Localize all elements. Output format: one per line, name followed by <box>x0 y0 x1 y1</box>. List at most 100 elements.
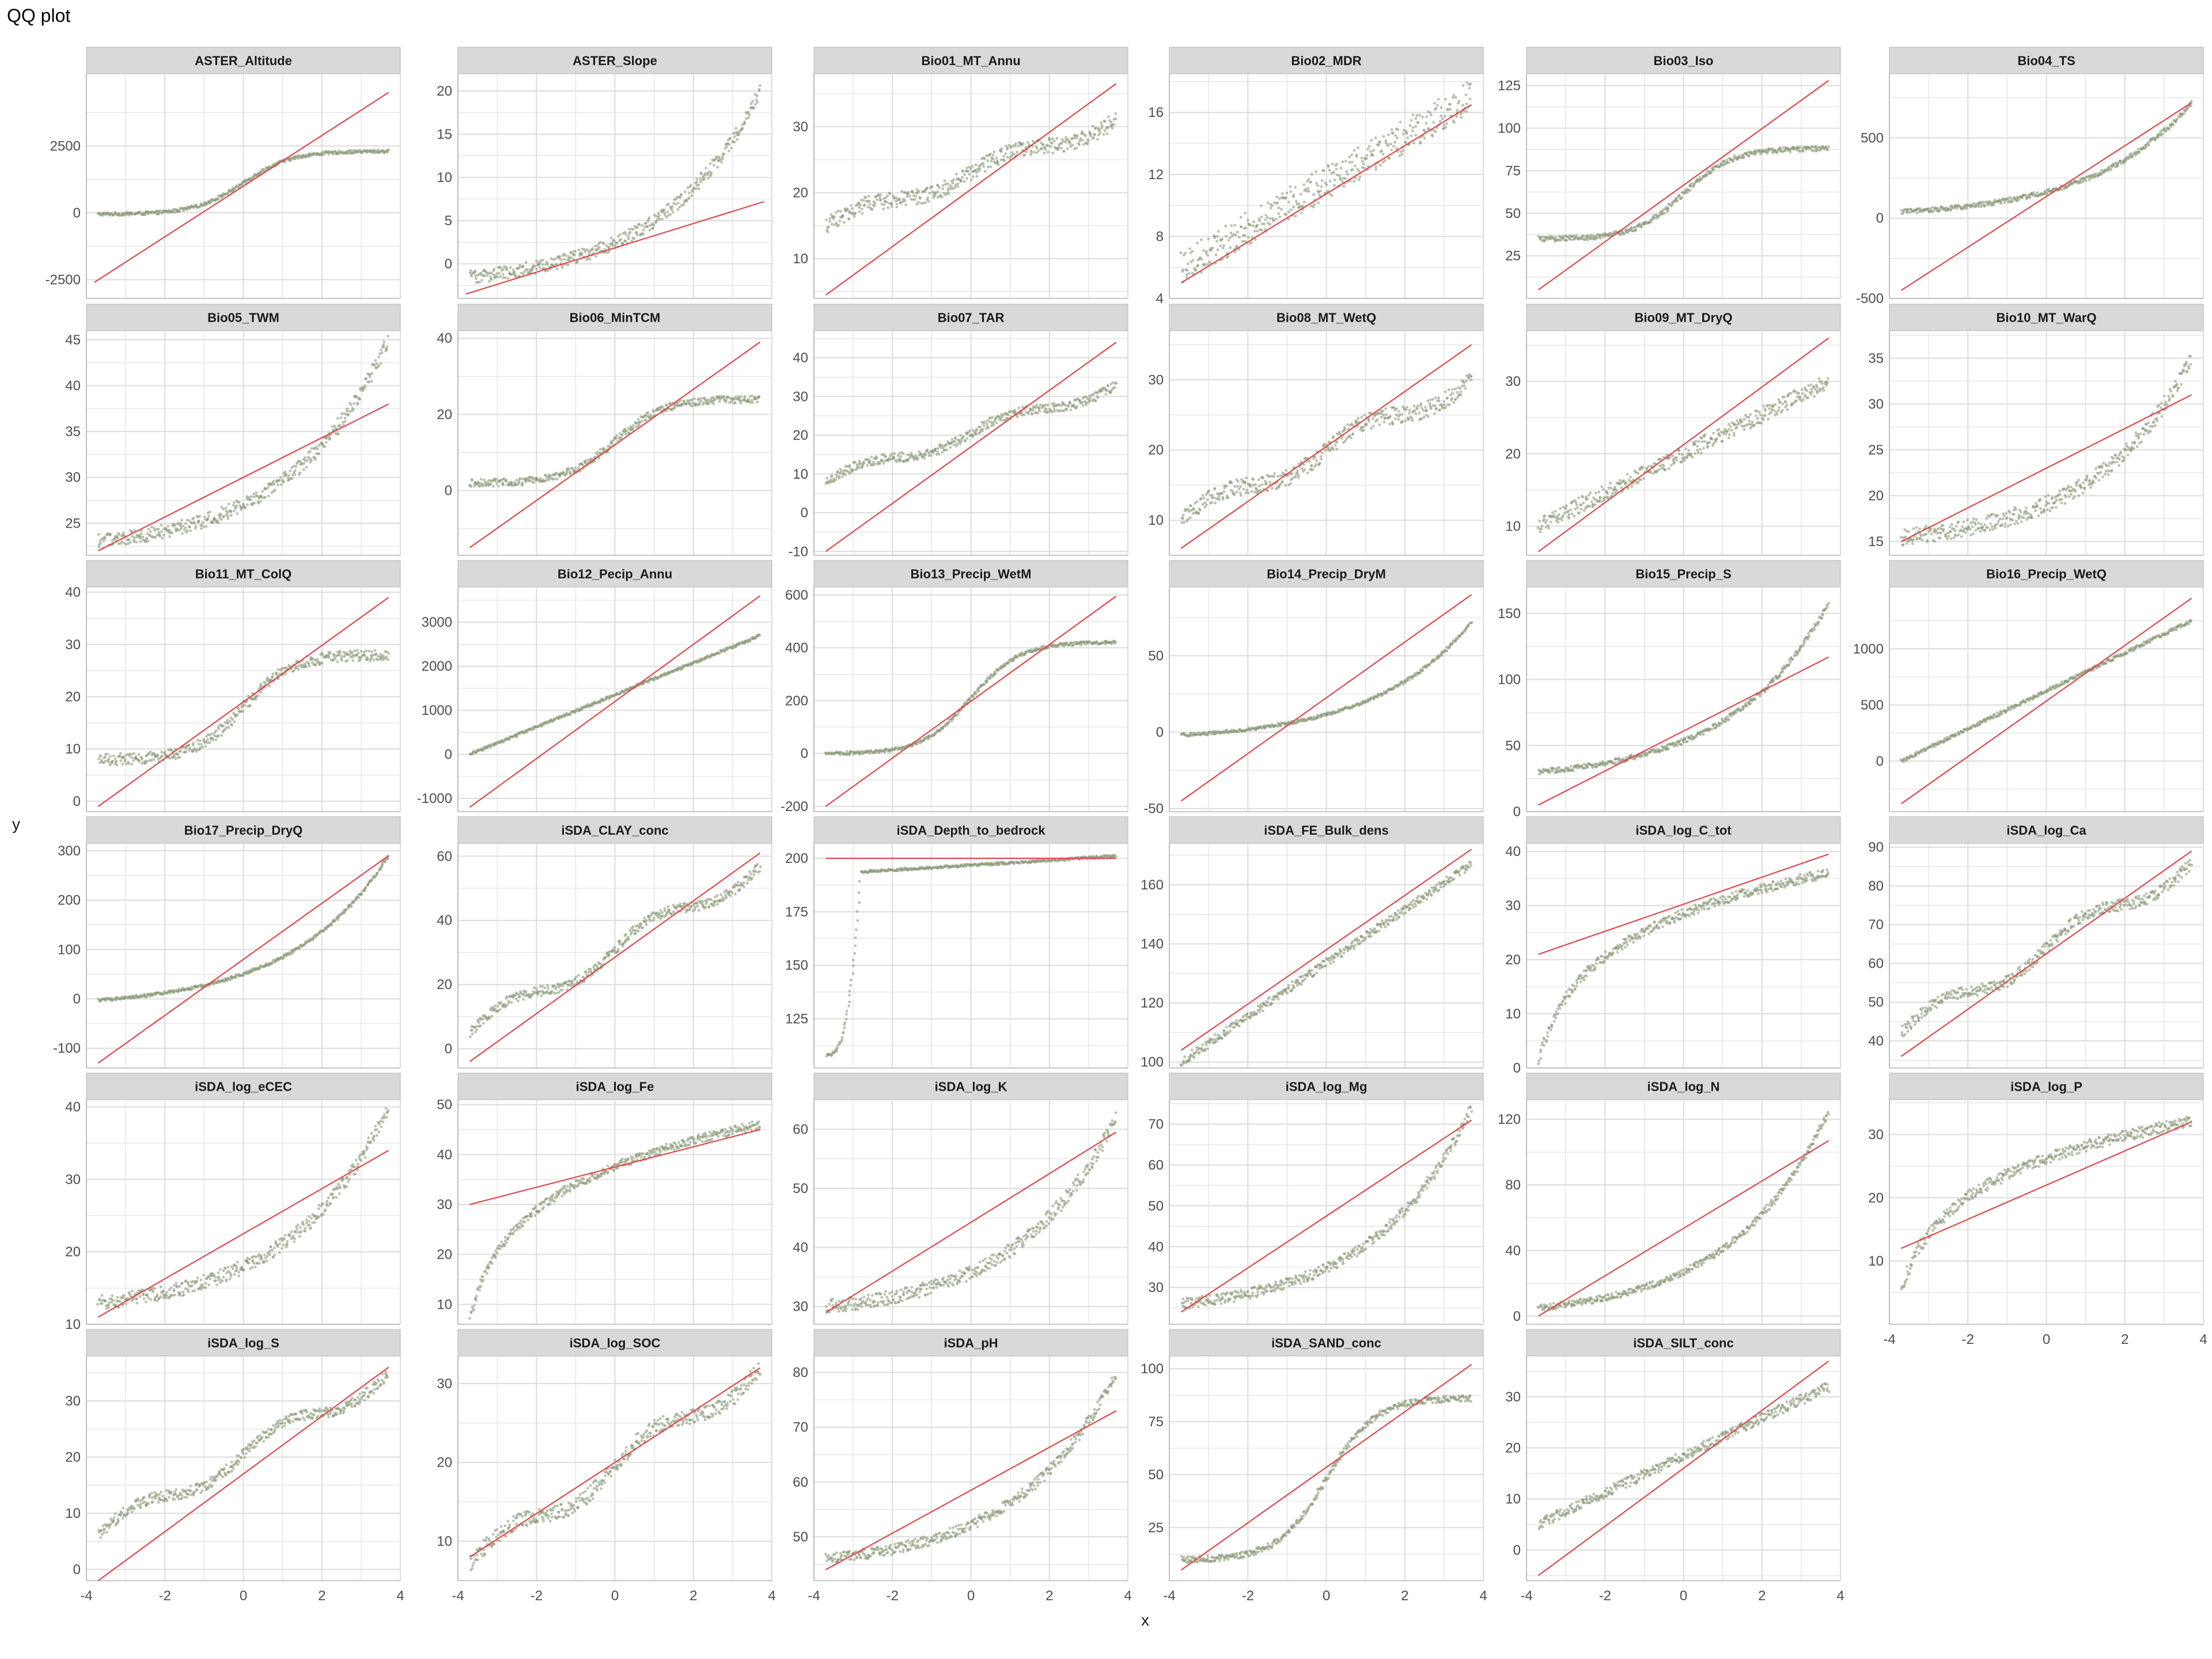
qq-point <box>1068 140 1071 143</box>
qq-point <box>1418 114 1421 117</box>
qq-point <box>669 402 672 405</box>
qq-point <box>1599 237 1602 240</box>
qq-point <box>1264 218 1267 221</box>
qq-point <box>1350 153 1353 156</box>
qq-point <box>1696 445 1699 448</box>
qq-point <box>1389 415 1392 418</box>
qq-point <box>509 266 512 269</box>
qq-point <box>713 164 715 166</box>
qq-point <box>1110 120 1113 123</box>
qq-point <box>244 507 247 510</box>
qq-point <box>1196 501 1199 503</box>
qq-point <box>1599 496 1601 499</box>
qq-point <box>1338 431 1340 434</box>
qq-point <box>975 433 978 435</box>
qq-point <box>1361 160 1364 162</box>
qq-point <box>490 278 493 281</box>
qq-point <box>1271 487 1274 490</box>
qq-point <box>1402 132 1405 135</box>
qq-point <box>1388 157 1391 160</box>
qq-point <box>252 493 255 495</box>
qq-point <box>1728 437 1730 440</box>
qq-point <box>963 180 966 183</box>
qq-point <box>983 421 986 423</box>
qq-point <box>289 469 291 472</box>
qq-point <box>1346 173 1349 176</box>
qq-point <box>641 224 643 227</box>
qq-point <box>1540 525 1543 528</box>
qq-point <box>567 468 570 471</box>
qq-point <box>2147 144 2150 147</box>
qq-point <box>1215 240 1218 243</box>
qq-point <box>624 240 627 243</box>
qq-point <box>1006 146 1009 149</box>
qq-point <box>569 470 571 473</box>
qq-point <box>1667 467 1670 470</box>
qq-point <box>475 277 478 280</box>
qq-point <box>1790 392 1793 395</box>
qq-point <box>1684 448 1687 450</box>
qq-point <box>831 223 834 226</box>
qq-point <box>380 362 382 365</box>
qq-point <box>1003 160 1006 162</box>
qq-point <box>516 479 518 482</box>
qq-point <box>979 426 982 429</box>
qq-point <box>1315 463 1317 466</box>
y-tick-label: 20 <box>437 407 452 422</box>
qq-point <box>728 150 730 153</box>
qq-point <box>497 484 500 487</box>
qq-point <box>1244 212 1247 215</box>
qq-point <box>1992 204 1995 207</box>
qq-point <box>946 182 949 185</box>
qq-point <box>1409 124 1412 127</box>
qq-point <box>965 437 968 440</box>
qq-point <box>1435 407 1438 410</box>
qq-point <box>851 207 854 210</box>
qq-point <box>189 529 192 532</box>
qq-point <box>707 177 710 180</box>
qq-point <box>750 103 753 105</box>
qq-point <box>195 525 198 528</box>
qq-point <box>1462 84 1465 87</box>
qq-point <box>688 191 691 194</box>
qq-point <box>1351 161 1354 164</box>
qq-point <box>695 178 698 181</box>
facet-panel: ASTER_Slope05101520 <box>437 47 772 298</box>
qq-point <box>2094 172 2097 175</box>
qq-point <box>2130 152 2133 155</box>
qq-point <box>1312 193 1315 196</box>
qq-point <box>1554 510 1557 513</box>
qq-point <box>1812 149 1815 152</box>
chart-title: QQ plot <box>7 5 70 26</box>
qq-point <box>1075 146 1078 149</box>
qq-point <box>1568 517 1571 520</box>
qq-point <box>960 179 963 181</box>
qq-point <box>1104 130 1107 132</box>
qq-point <box>1289 185 1292 188</box>
qq-point <box>298 472 301 475</box>
qq-point <box>1670 464 1673 467</box>
qq-point <box>287 474 290 476</box>
qq-point <box>1340 437 1343 440</box>
qq-point <box>1260 204 1263 207</box>
qq-point <box>1233 224 1236 227</box>
qq-point <box>480 478 483 480</box>
qq-point <box>734 127 737 130</box>
qq-point <box>1439 120 1442 123</box>
qq-point <box>1681 453 1684 456</box>
qq-point <box>1300 211 1303 214</box>
qq-point <box>1298 205 1301 208</box>
qq-point <box>732 132 735 135</box>
qq-point <box>960 440 963 443</box>
qq-point <box>1639 478 1642 481</box>
qq-point <box>633 237 636 240</box>
qq-point <box>658 214 661 217</box>
qq-point <box>1767 418 1770 421</box>
qq-point <box>578 248 581 251</box>
qq-point <box>1071 144 1074 147</box>
qq-point <box>1372 154 1374 157</box>
qq-point <box>1302 183 1305 186</box>
qq-point <box>632 228 635 231</box>
qq-point <box>997 163 1000 166</box>
qq-point <box>180 527 183 530</box>
